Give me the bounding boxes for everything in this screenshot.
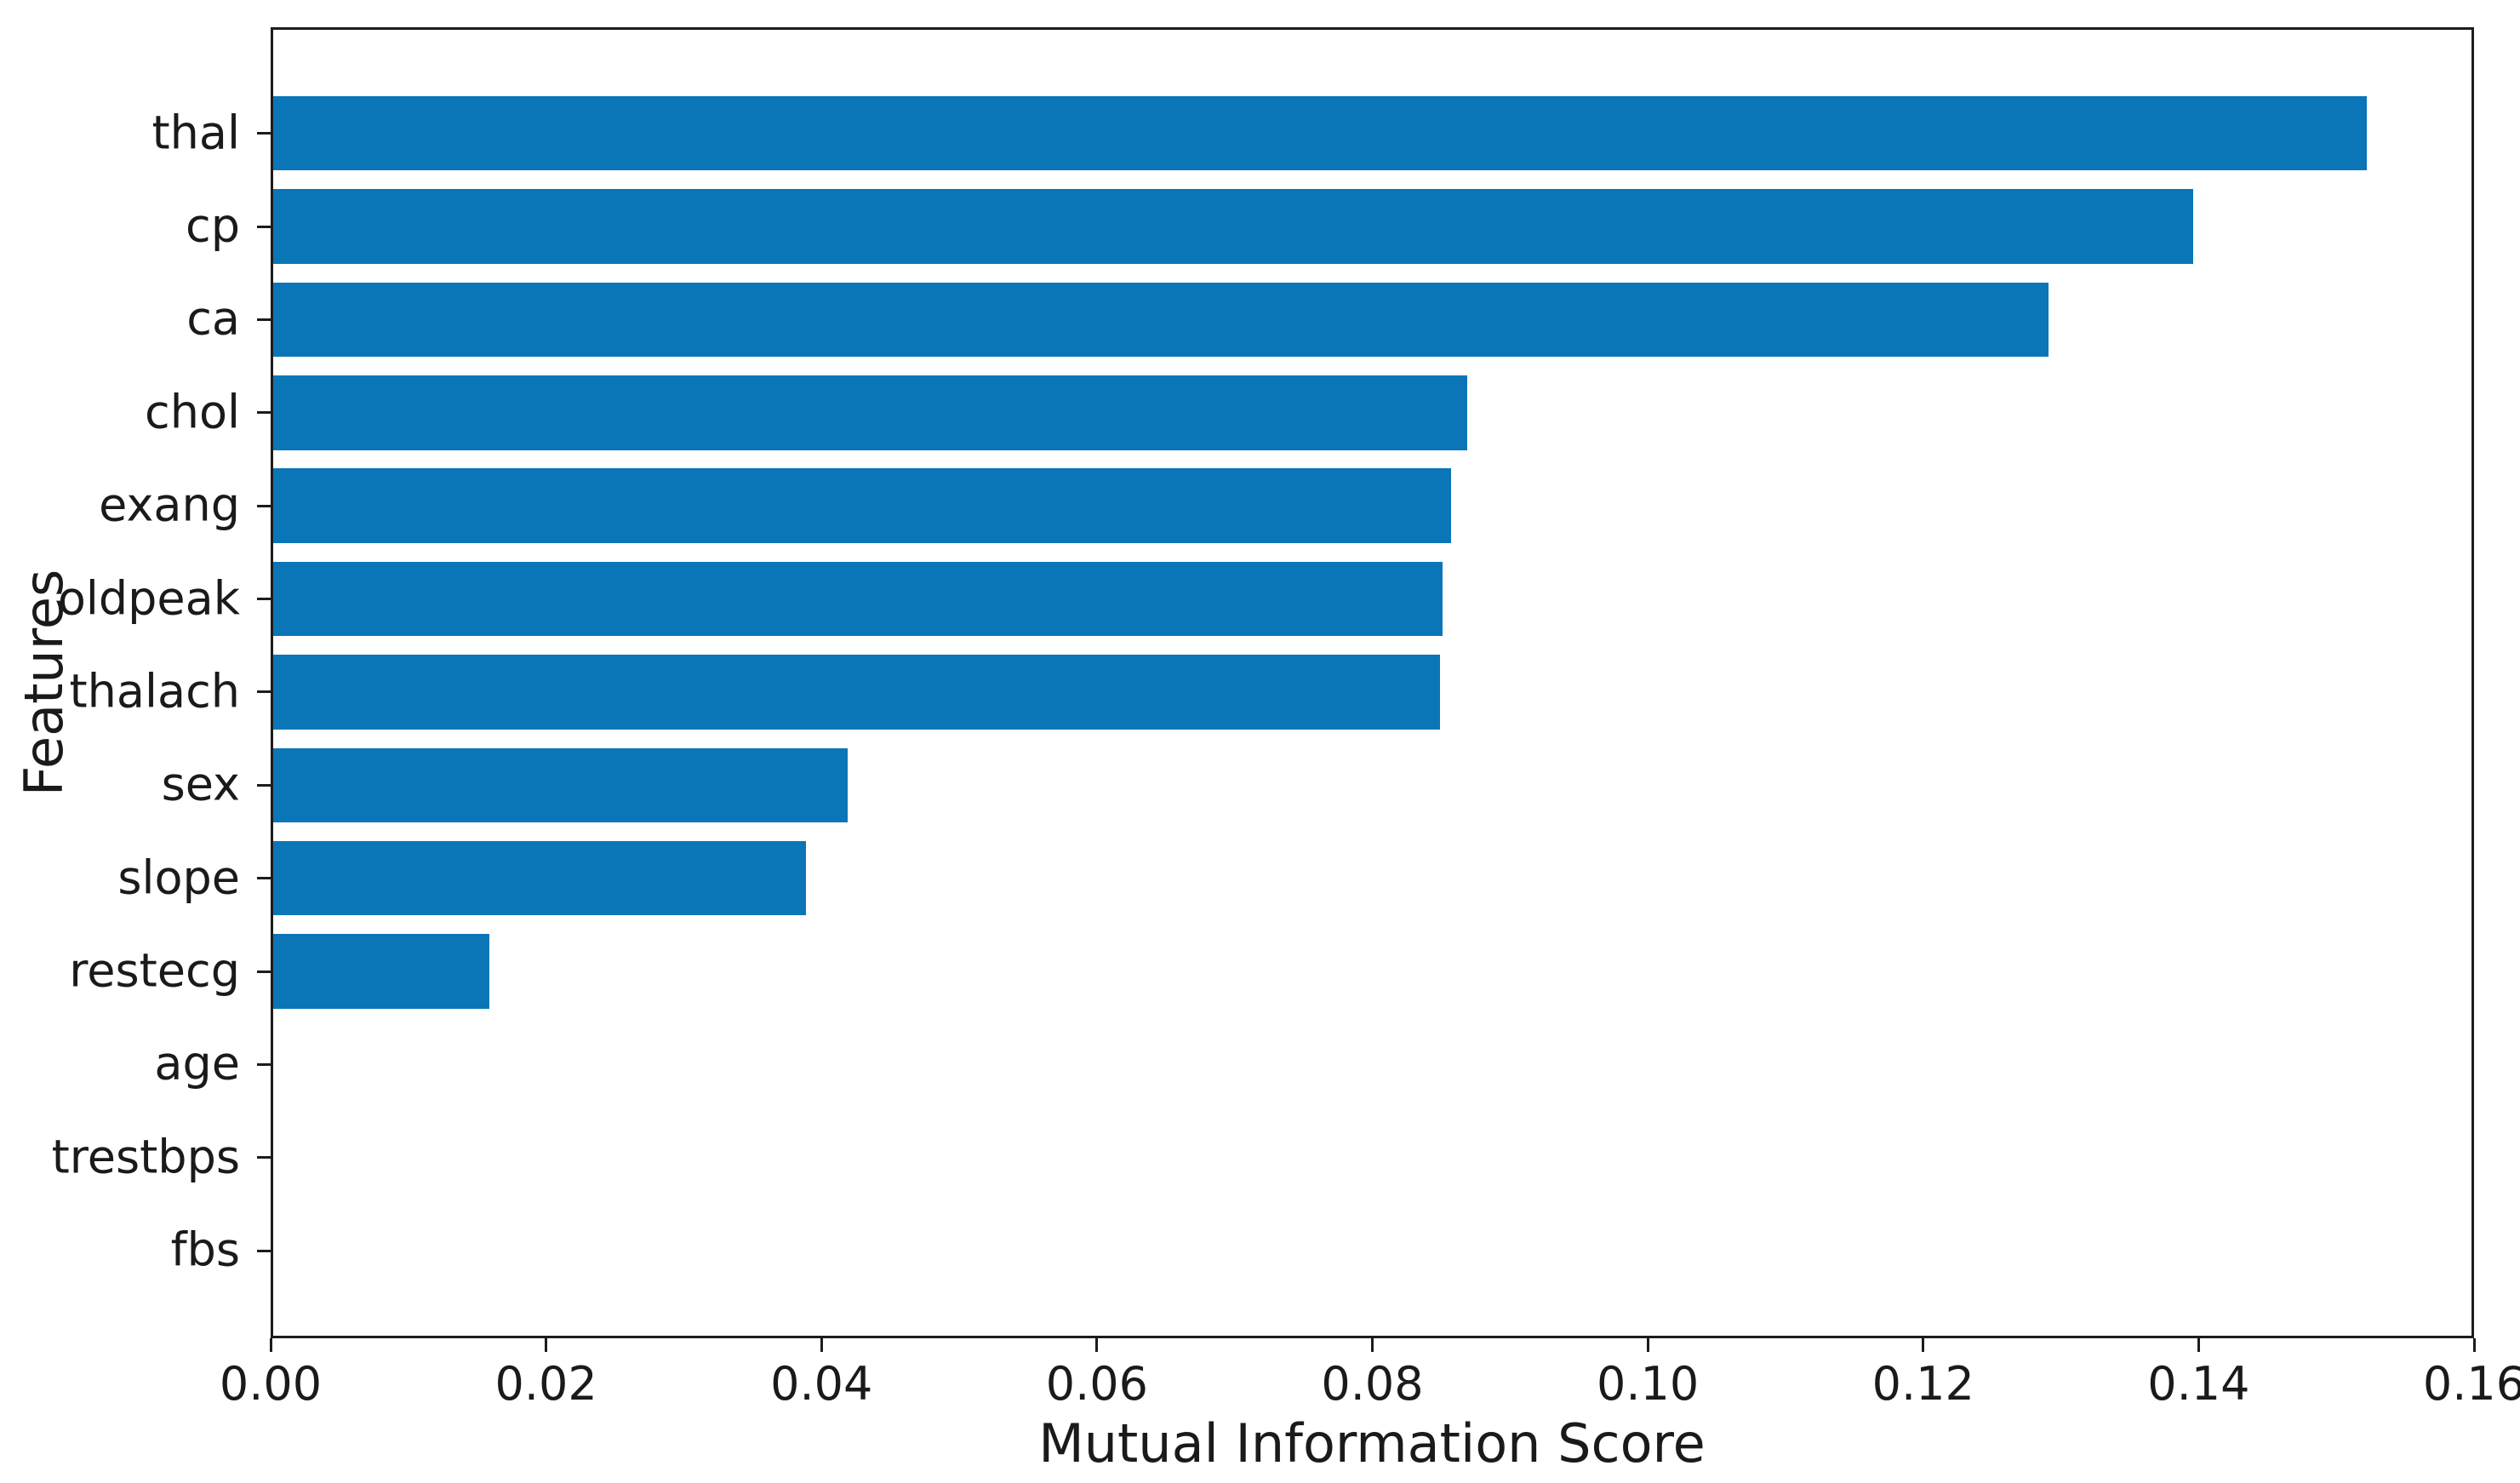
y-tick-label-exang: exang: [99, 478, 240, 532]
bar-oldpeak: [271, 561, 1443, 637]
y-tick-trestbps: [257, 1156, 271, 1159]
bar-slope: [271, 840, 807, 916]
x-tick-label-0.00: 0.00: [219, 1357, 323, 1411]
x-tick-label-0.14: 0.14: [2147, 1357, 2250, 1411]
x-tick-0.00: [269, 1338, 272, 1352]
x-tick-label-0.12: 0.12: [1871, 1357, 1974, 1411]
y-tick-label-chol: chol: [145, 385, 240, 439]
x-tick-0.04: [820, 1338, 823, 1352]
y-tick-label-fbs: fbs: [170, 1222, 240, 1277]
x-tick-label-0.10: 0.10: [1597, 1357, 1700, 1411]
y-tick-label-thal: thal: [151, 106, 241, 160]
y-tick-label-age: age: [154, 1037, 240, 1091]
bar-restecg: [271, 934, 490, 1009]
x-tick-0.12: [1922, 1338, 1925, 1352]
y-tick-thalach: [257, 690, 271, 694]
y-tick-oldpeak: [257, 598, 271, 601]
bar-thal: [271, 95, 2367, 171]
y-tick-label-oldpeak: oldpeak: [57, 571, 240, 626]
y-tick-label-ca: ca: [186, 292, 240, 346]
y-tick-label-cp: cp: [186, 198, 240, 253]
y-tick-thal: [257, 132, 271, 135]
y-tick-label-restecg: restecg: [69, 943, 240, 998]
bar-ca: [271, 282, 2049, 358]
y-tick-fbs: [257, 1249, 271, 1252]
x-axis-label: Mutual Information Score: [1038, 1412, 1706, 1474]
y-tick-sex: [257, 783, 271, 787]
y-tick-restecg: [257, 970, 271, 973]
x-tick-0.10: [1646, 1338, 1649, 1352]
x-tick-0.06: [1095, 1338, 1099, 1352]
y-tick-ca: [257, 318, 271, 321]
x-tick-label-0.02: 0.02: [494, 1357, 597, 1411]
y-tick-label-trestbps: trestbps: [51, 1130, 240, 1184]
x-tick-label-0.04: 0.04: [770, 1357, 873, 1411]
x-tick-label-0.06: 0.06: [1045, 1357, 1148, 1411]
x-tick-0.02: [545, 1338, 548, 1352]
y-tick-exang: [257, 504, 271, 507]
bar-cp: [271, 189, 2193, 264]
x-tick-label-0.08: 0.08: [1321, 1357, 1424, 1411]
bar-exang: [271, 468, 1451, 543]
y-tick-chol: [257, 411, 271, 415]
y-tick-slope: [257, 877, 271, 880]
x-tick-0.16: [2472, 1338, 2476, 1352]
y-tick-age: [257, 1062, 271, 1066]
x-tick-label-0.16: 0.16: [2422, 1357, 2520, 1411]
x-tick-0.14: [2197, 1338, 2200, 1352]
bar-thalach: [271, 655, 1440, 730]
y-tick-cp: [257, 225, 271, 228]
y-tick-label-sex: sex: [161, 757, 240, 811]
y-tick-label-thalach: thalach: [69, 664, 241, 719]
x-tick-0.08: [1371, 1338, 1374, 1352]
bar-chol: [271, 375, 1468, 450]
plot-area: [257, 27, 2476, 1352]
bar-sex: [271, 747, 848, 823]
y-tick-label-slope: slope: [117, 850, 240, 905]
